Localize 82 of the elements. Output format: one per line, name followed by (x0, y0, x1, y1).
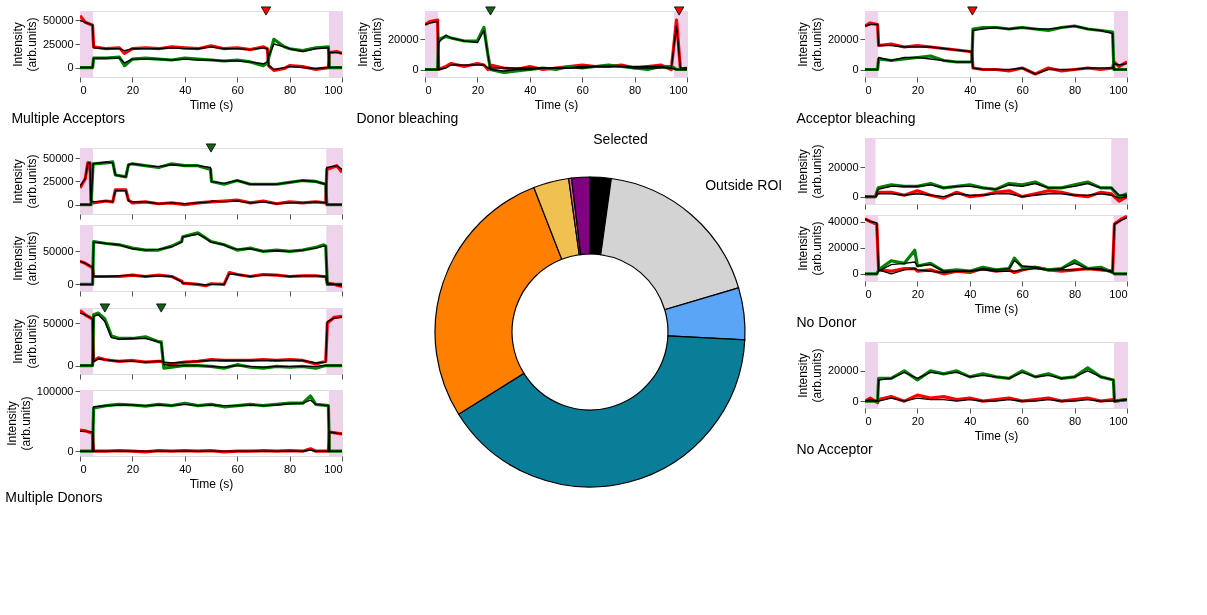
x-tick-label: 40 (179, 83, 192, 96)
y-tick-label: 0 (67, 277, 74, 290)
x-tick-label: 60 (1016, 414, 1029, 427)
y-tick-label: 0 (67, 359, 74, 372)
x-tick-label: 40 (964, 414, 977, 427)
x-tick-label: 80 (1068, 83, 1082, 96)
x-tick-label: 0 (865, 287, 872, 300)
y-tick-label: 50000 (42, 316, 74, 329)
y-tick-label: 40000 (827, 215, 859, 228)
y-tick-label: 20000 (827, 33, 859, 45)
text: No Donor (796, 314, 857, 330)
y-axis-title: Intensity (arb.units) (10, 154, 39, 209)
x-tick-label: 0 (80, 462, 87, 475)
text: Multiple Acceptors (11, 110, 126, 126)
x-tick-label: 20 (126, 83, 140, 96)
text: Acceptor bleaching (796, 110, 916, 126)
x-tick-label: 80 (628, 83, 642, 96)
x-tick-label: 0 (865, 83, 872, 96)
y-tick-label: 0 (852, 394, 859, 407)
x-tick-label: 60 (1016, 287, 1029, 300)
y-tick-label: 50000 (42, 244, 74, 257)
x-tick-label: 40 (964, 83, 977, 96)
y-axis-title: Intensity (arb.units) (795, 348, 824, 403)
y-tick-label: 0 (67, 61, 74, 74)
text: Donor bleaching (356, 110, 459, 126)
x-tick-label: 20 (126, 462, 140, 475)
y-axis-title: Intensity (arb.units) (10, 314, 39, 369)
x-tick-label: 20 (911, 83, 925, 96)
x-tick-label: 80 (283, 83, 297, 96)
y-tick-label: 0 (67, 198, 74, 211)
y-axis-title: Intensity (arb.units) (795, 221, 824, 276)
y-tick-label: 0 (852, 190, 859, 203)
y-tick-label: 50000 (42, 13, 74, 26)
x-tick-label: 60 (231, 83, 244, 96)
x-tick-label: 0 (80, 83, 87, 96)
x-tick-label: 40 (524, 83, 537, 96)
x-tick-label: 80 (1068, 414, 1082, 427)
x-tick-label: 60 (231, 462, 244, 475)
text: No Acceptor (796, 441, 874, 457)
y-tick-label: 100000 (36, 384, 74, 397)
x-axis-title: Time (s) (974, 428, 1019, 443)
x-tick-label: 60 (1016, 83, 1029, 96)
x-tick-label: 20 (911, 414, 925, 427)
x-tick-label: 60 (576, 83, 589, 96)
x-tick-label: 0 (425, 83, 432, 96)
y-tick-label: 50000 (42, 151, 74, 164)
slice-label: Outside ROI (705, 177, 783, 194)
y-tick-label: 20000 (827, 241, 859, 254)
x-tick-label: 100 (1109, 414, 1128, 427)
y-tick-label: 25000 (42, 37, 74, 50)
y-tick-label: 20000 (827, 160, 859, 173)
y-axis-title: Intensity (arb.units) (355, 17, 384, 72)
y-tick-label: 25000 (42, 174, 74, 187)
y-tick-label: 20000 (827, 364, 859, 377)
y-axis-title: Intensity (arb.units) (10, 17, 39, 72)
x-tick-label: 100 (1109, 287, 1128, 300)
x-axis-title: Time (s) (534, 97, 579, 112)
slice-label: Selected (593, 131, 648, 148)
x-axis-title: Time (s) (974, 97, 1019, 112)
y-axis-title: Intensity (arb.units) (795, 144, 824, 199)
y-axis-title: Intensity (arb.units) (4, 396, 33, 451)
x-tick-label: 20 (911, 287, 925, 300)
y-tick-label: 0 (67, 444, 74, 457)
x-tick-label: 80 (283, 462, 297, 475)
x-tick-label: 40 (179, 462, 192, 475)
x-axis-title: Time (s) (189, 476, 234, 491)
y-tick-label: 20000 (387, 33, 419, 45)
x-tick-label: 100 (324, 462, 343, 475)
x-tick-label: 100 (669, 83, 688, 96)
x-axis-title: Time (s) (189, 97, 234, 112)
x-tick-label: 100 (324, 83, 343, 96)
x-tick-label: 0 (865, 414, 872, 427)
y-axis-title: Intensity (arb.units) (10, 231, 39, 286)
text: Multiple Donors (5, 489, 103, 505)
x-tick-label: 100 (1109, 83, 1128, 96)
y-tick-label: 0 (852, 63, 859, 75)
y-axis-title: Intensity (arb.units) (795, 17, 824, 72)
x-tick-label: 20 (471, 83, 485, 96)
y-tick-label: 0 (852, 267, 859, 280)
x-axis-title: Time (s) (974, 301, 1019, 316)
x-tick-label: 40 (964, 287, 977, 300)
x-tick-label: 80 (1068, 287, 1082, 300)
